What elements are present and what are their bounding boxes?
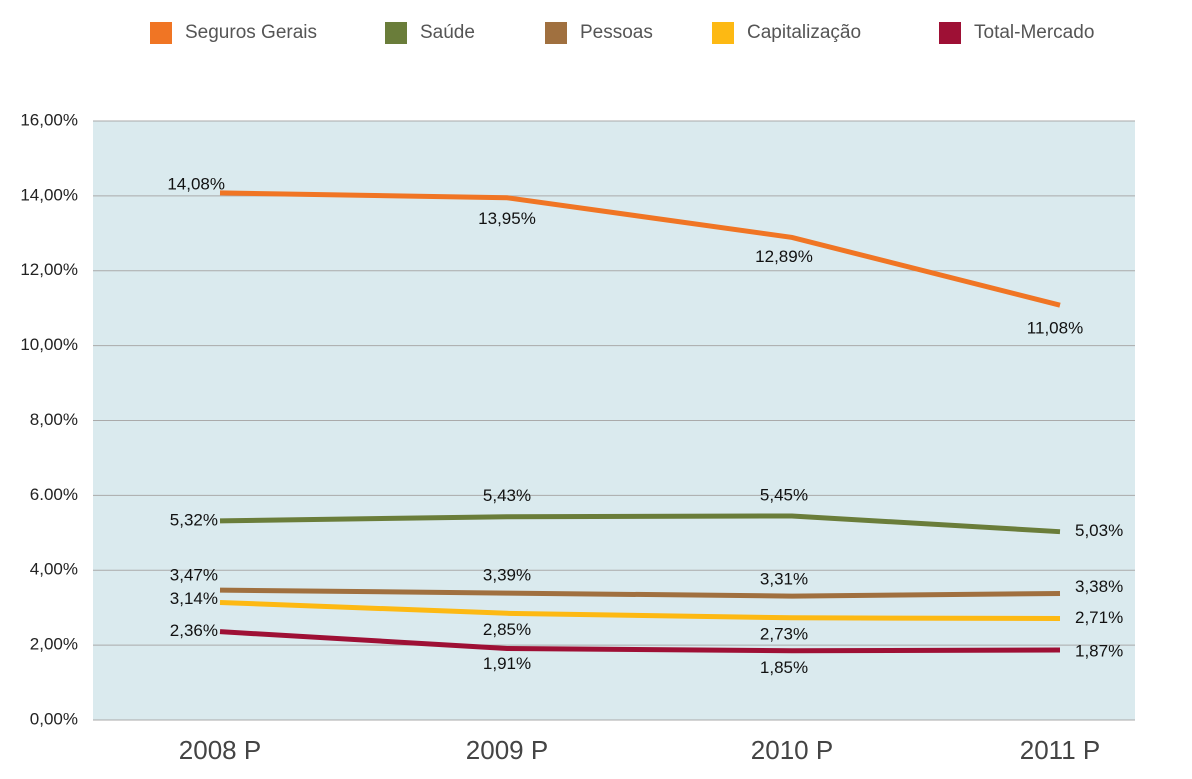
data-label: 2,85% [483, 620, 531, 639]
data-label: 5,43% [483, 486, 531, 505]
data-label: 13,95% [478, 209, 536, 228]
y-tick-label: 6.00% [30, 485, 78, 504]
data-label: 2,71% [1075, 608, 1123, 627]
data-label: 3,38% [1075, 577, 1123, 596]
data-label: 2,36% [170, 621, 218, 640]
data-label: 3,47% [170, 566, 218, 585]
x-tick-label: 2009 P [466, 735, 548, 765]
data-label: 1,91% [483, 654, 531, 673]
legend-swatch [545, 22, 567, 44]
legend-swatch [939, 22, 961, 44]
series-line [219, 599, 1061, 622]
series-line [219, 587, 1061, 599]
legend-swatch [150, 22, 172, 44]
data-label: 3,39% [483, 566, 531, 585]
series-line [219, 190, 1061, 308]
series-line [219, 513, 1061, 535]
data-label: 14,08% [167, 174, 225, 193]
y-tick-label: 10,00% [20, 335, 78, 354]
y-tick-label: 4,00% [30, 560, 78, 579]
data-label: 12,89% [755, 247, 813, 266]
y-tick-label: 2,00% [30, 635, 78, 654]
x-tick-label: 2011 P [1020, 735, 1100, 765]
data-label: 3,14% [170, 589, 218, 608]
data-label: 5,03% [1075, 521, 1123, 540]
y-tick-label: 12,00% [20, 260, 78, 279]
y-tick-label: 16,00% [20, 110, 78, 129]
x-tick-label: 2008 P [179, 735, 261, 765]
data-label: 5,32% [170, 510, 218, 529]
y-tick-label: 0,00% [30, 709, 78, 728]
y-tick-label: 8,00% [30, 410, 78, 429]
legend-label: Total-Mercado [974, 22, 1094, 43]
legend-label: Pessoas [580, 22, 653, 43]
data-label: 1,85% [760, 658, 808, 677]
legend-label: Capitalização [747, 22, 861, 43]
data-label: 3,31% [760, 570, 808, 589]
x-tick-label: 2010 P [751, 735, 833, 765]
data-label: 5,45% [760, 485, 808, 504]
legend-label: Seguros Gerais [185, 22, 317, 43]
data-label: 2,73% [760, 624, 808, 643]
legend-label: Saúde [420, 22, 475, 43]
series-line [219, 629, 1061, 654]
y-tick-label: 14,00% [20, 185, 78, 204]
data-label: 11,08% [1027, 319, 1083, 338]
legend-swatch [712, 22, 734, 44]
data-label: 1,87% [1075, 641, 1123, 660]
legend-swatch [385, 22, 407, 44]
